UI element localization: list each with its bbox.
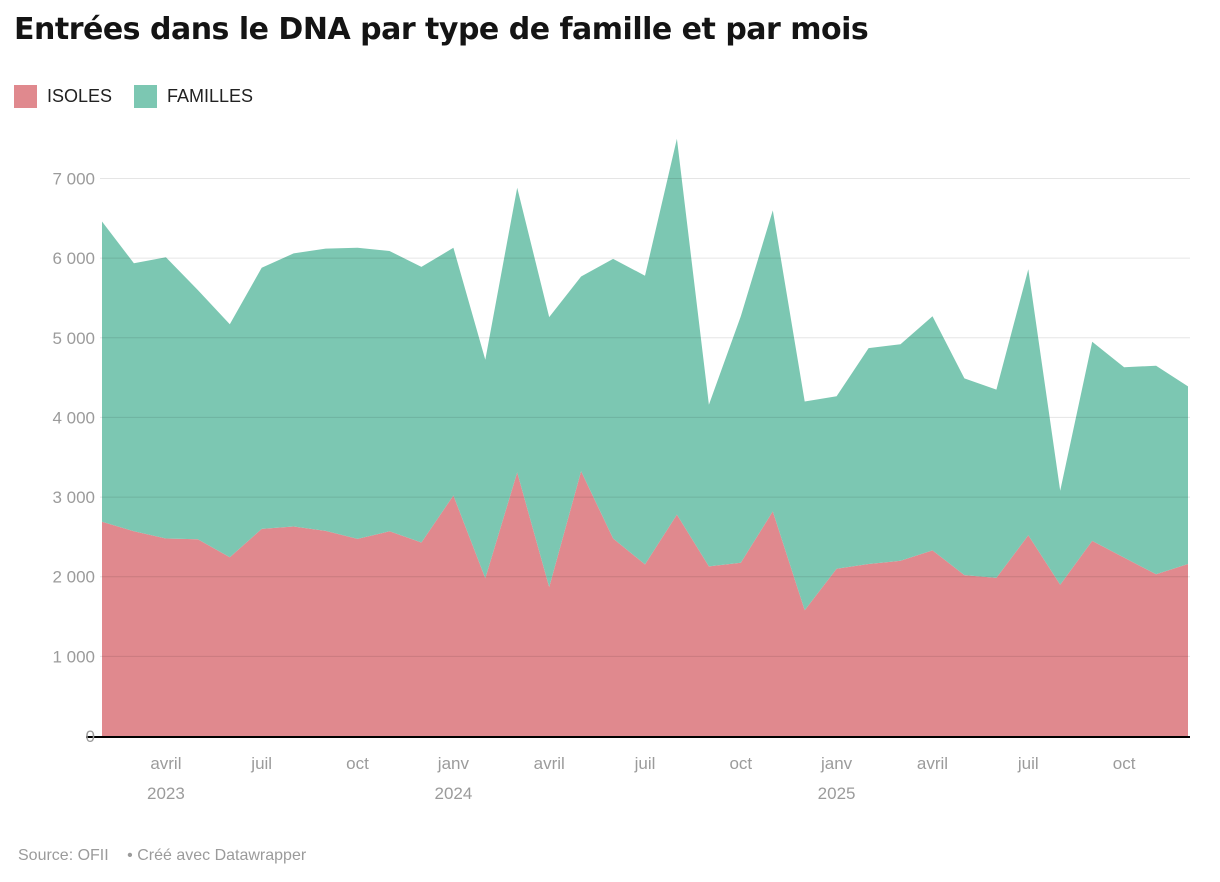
legend-item-familles: FAMILLES [134,85,253,108]
y-axis-label: 1 000 [52,647,95,666]
y-axis-label: 7 000 [52,170,95,189]
x-axis-label: avril [917,754,948,773]
x-axis-label: oct [729,754,752,773]
y-axis-label: 5 000 [52,329,95,348]
x-axis-label: avril [534,754,565,773]
x-axis-label: oct [346,754,369,773]
x-axis-label: janv [437,754,470,773]
y-axis-label: 0 [86,727,95,746]
area-familles[interactable] [102,138,1188,611]
x-axis-label: juil [634,754,656,773]
x-axis-label: oct [1113,754,1136,773]
y-axis-label: 4 000 [52,408,95,427]
source-line: Source: OFII • Créé avec Datawrapper [18,847,306,865]
x-axis-label: avril [150,754,181,773]
y-axis-label: 3 000 [52,488,95,507]
x-axis-label: janv [820,754,853,773]
legend-item-isoles: ISOLES [14,85,112,108]
familles-color-swatch [134,85,158,108]
legend: ISOLES FAMILLES [14,85,253,108]
x-axis-label: juil [1017,754,1039,773]
y-axis-label: 2 000 [52,568,95,587]
x-axis-year-label: 2023 [147,784,185,803]
area-isoles[interactable] [102,471,1188,736]
legend-label-isoles: ISOLES [47,86,113,106]
isoles-color-swatch [14,85,37,108]
legend-label-familles: FAMILLES [167,86,254,106]
chart-title: Entrées dans le DNA par type de famille … [14,12,869,47]
datawrapper-attribution: • Créé avec Datawrapper [127,847,307,864]
x-axis-year-label: 2025 [818,784,856,803]
x-axis-year-label: 2024 [434,784,472,803]
x-axis-label: juil [250,754,272,773]
source-text: Source: OFII [18,847,109,864]
y-axis-label: 6 000 [52,249,95,268]
